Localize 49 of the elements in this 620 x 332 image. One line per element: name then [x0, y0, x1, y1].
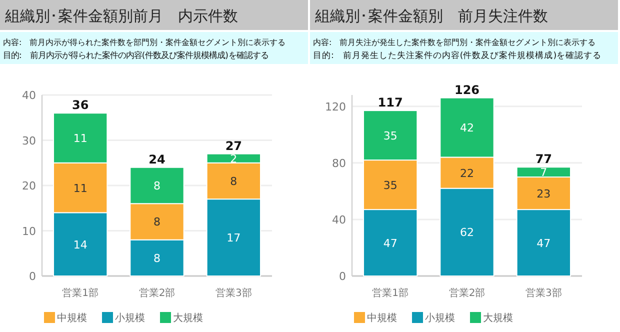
y-tick-label: 40: [332, 213, 346, 226]
total-label: 36: [72, 98, 89, 112]
data-label: 62: [460, 226, 474, 240]
legend-label: 小規模: [425, 312, 455, 324]
total-label: 27: [225, 138, 242, 153]
data-label: 11: [73, 132, 88, 145]
data-label: 11: [73, 182, 88, 195]
x-tick-label: 営業3部: [525, 287, 562, 299]
y-tick-label: 20: [22, 180, 36, 192]
data-label: 35: [383, 178, 398, 192]
total-label: 117: [378, 96, 403, 110]
data-label: 2: [230, 152, 238, 166]
y-tick-label: 0: [339, 270, 346, 283]
data-label: 8: [154, 180, 160, 192]
x-tick-label: 営業1部: [62, 287, 99, 299]
y-tick-label: 120: [325, 100, 346, 114]
total-label: 77: [535, 152, 552, 166]
data-label: 47: [536, 236, 551, 250]
data-label: 7: [540, 166, 548, 180]
y-tick-label: 40: [22, 89, 36, 102]
data-label: 22: [460, 166, 474, 180]
total-label: 24: [148, 152, 166, 166]
chart-title: 組織別･案件金額別 前月失注件数: [314, 7, 548, 25]
data-label: 8: [230, 174, 238, 188]
y-tick-label: 0: [29, 270, 36, 283]
chart-title: 組織別･案件金額別前月 内示件数: [4, 7, 238, 25]
data-label: 14: [73, 238, 88, 252]
data-label: 23: [536, 187, 551, 200]
x-tick-label: 営業2部: [448, 287, 486, 299]
data-label: 8: [154, 216, 160, 229]
x-tick-label: 営業3部: [215, 287, 252, 299]
legend-label: 中規模: [367, 312, 397, 324]
legend-label: 大規模: [483, 312, 513, 324]
data-label: 17: [226, 232, 241, 245]
total-label: 126: [454, 82, 480, 97]
x-tick-label: 営業1部: [372, 287, 409, 299]
legend-label: 中規模: [57, 312, 87, 324]
data-label: 47: [383, 236, 398, 250]
y-tick-label: 30: [22, 134, 36, 148]
data-label: 35: [383, 129, 398, 142]
y-tick-label: 80: [332, 156, 346, 170]
text: 目的: 前月発生した失注案件の内容(件数及び案件規模構成)を確認する: [313, 50, 602, 61]
data-label: 42: [460, 122, 474, 135]
legend-label: 小規模: [115, 312, 145, 324]
x-tick-label: 営業2部: [138, 287, 176, 299]
legend-label: 大規模: [173, 312, 203, 324]
y-tick-label: 10: [22, 224, 36, 238]
text: 目的: 前月内示が得られた案件の内容(件数及び案件規模構成)を確認する: [3, 50, 268, 60]
data-label: 8: [154, 252, 160, 265]
